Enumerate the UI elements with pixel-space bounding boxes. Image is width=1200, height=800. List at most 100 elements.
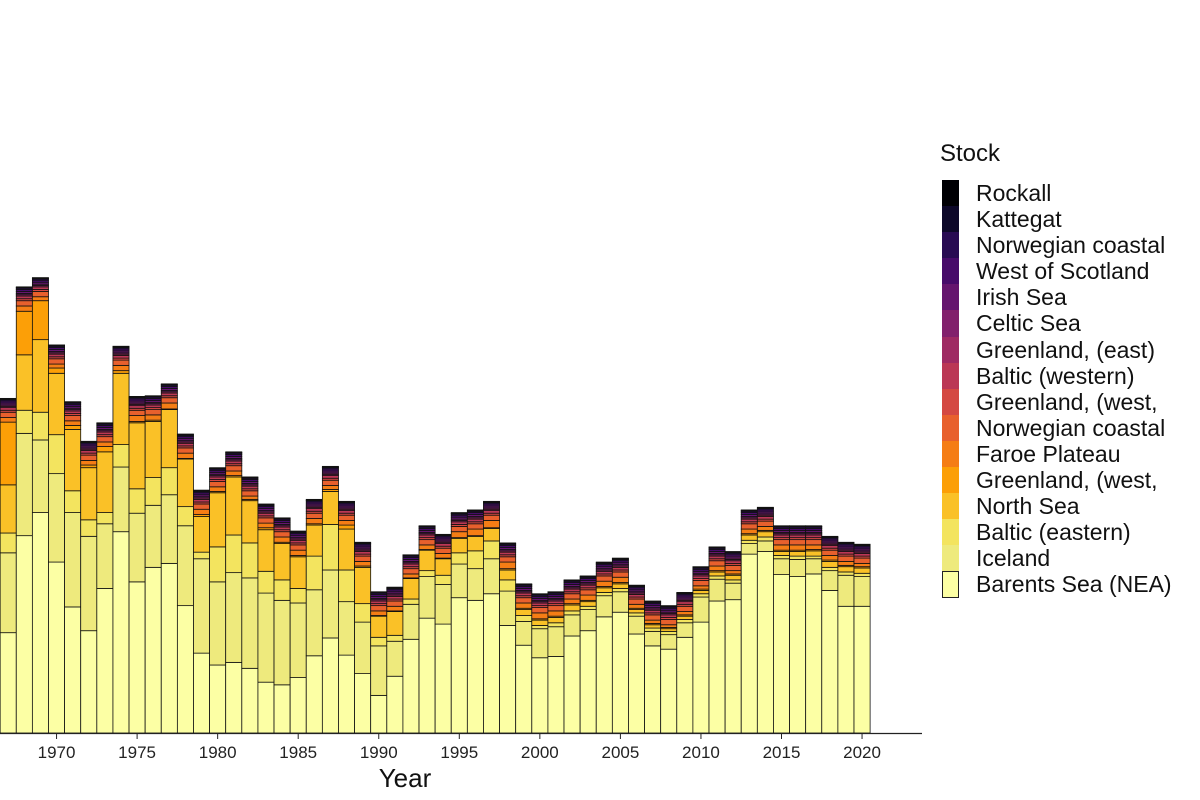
bar-segment	[756, 520, 774, 527]
legend-entry: Irish Sea	[940, 284, 1200, 311]
legend-swatch	[942, 206, 959, 233]
bar-segment	[595, 561, 613, 564]
bar-segment	[0, 632, 17, 734]
bar-segment	[0, 484, 17, 534]
bar-stack-1967	[0, 397, 17, 734]
bar-segment	[144, 504, 162, 568]
bar-segment	[821, 549, 839, 556]
bar-segment	[289, 530, 307, 533]
bar-stack-2003	[579, 575, 597, 734]
bar-segment	[225, 534, 243, 574]
bar-segment	[112, 444, 130, 468]
bar-segment	[499, 556, 517, 563]
bar-segment	[644, 600, 662, 603]
x-tick-label: 2015	[763, 743, 801, 762]
bar-stack-1988	[338, 500, 355, 734]
bar-segment	[611, 591, 629, 613]
bar-segment	[305, 518, 323, 525]
bar-segment	[386, 611, 404, 636]
bar-segment	[466, 599, 484, 734]
legend-label: Faroe Plateau	[976, 440, 1121, 467]
bar-segment	[354, 561, 372, 567]
bar-segment	[144, 421, 162, 478]
bar-segment	[370, 591, 388, 593]
bar-segment	[96, 446, 114, 453]
bar-segment	[547, 656, 565, 734]
bar-segment	[96, 523, 114, 589]
bar-segment	[370, 610, 388, 616]
bar-stack-2009	[676, 592, 694, 734]
bar-segment	[305, 589, 323, 657]
bar-segment	[644, 645, 662, 734]
bar-segment	[241, 490, 259, 497]
bar-segment	[160, 397, 178, 404]
bar-segment	[724, 564, 742, 572]
bar-segment	[257, 529, 275, 572]
bar-stack-1973	[96, 422, 114, 734]
bar-segment	[805, 550, 823, 557]
bar-stack-1968	[15, 286, 33, 734]
bar-segment	[773, 574, 790, 734]
bar-segment	[450, 531, 468, 539]
bar-segment	[289, 544, 307, 551]
bar-segment	[853, 576, 871, 607]
bar-segment	[386, 640, 404, 677]
bar-segment	[370, 645, 388, 696]
bar-segment	[80, 440, 98, 443]
bar-segment	[434, 533, 452, 536]
bar-stack-2000	[531, 593, 549, 734]
bar-segment	[31, 291, 49, 298]
legend-label: Barents Sea (NEA)	[976, 571, 1172, 598]
bar-segment	[402, 638, 420, 734]
bar-segment	[144, 477, 162, 506]
bar-stack-1992	[402, 554, 420, 734]
bar-segment	[193, 652, 210, 734]
bar-segment	[15, 354, 33, 411]
bar-stack-2001	[547, 591, 565, 734]
x-tick-label: 2005	[601, 743, 639, 762]
bar-segment	[805, 558, 823, 575]
bar-segment	[563, 593, 581, 600]
bar-segment	[418, 549, 436, 572]
bar-segment	[305, 655, 323, 734]
bar-segment	[386, 675, 404, 734]
bar-stack-1974	[112, 345, 130, 734]
bar-segment	[466, 523, 484, 530]
bar-segment	[0, 421, 17, 486]
legend-entry: West of Scotland	[940, 258, 1200, 285]
bar-stack-1984	[273, 517, 291, 734]
bar-segment	[338, 569, 355, 603]
bar-segment	[160, 402, 178, 410]
bar-segment	[64, 606, 82, 734]
bar-segment	[15, 310, 33, 356]
bar-segment	[628, 612, 645, 617]
bar-segment	[193, 503, 210, 510]
bar-segment	[724, 579, 742, 584]
x-tick-label: 1975	[118, 743, 156, 762]
bar-segment	[450, 526, 468, 533]
bar-segment	[434, 584, 452, 625]
bar-segment	[595, 616, 613, 734]
bar-segment	[0, 411, 17, 418]
bar-segment	[595, 587, 613, 593]
bar-stack-1989	[354, 541, 372, 734]
bar-segment	[225, 451, 243, 453]
bar-segment	[15, 305, 33, 312]
bar-segment	[515, 644, 533, 734]
legend-swatch	[942, 310, 959, 337]
bar-stack-1981	[225, 451, 243, 734]
bar-stack-1991	[386, 586, 404, 734]
bar-segment	[579, 605, 597, 610]
bar-segment	[547, 591, 565, 593]
bar-segment	[15, 286, 33, 288]
bar-segment	[547, 617, 565, 624]
bar-segment	[160, 467, 178, 496]
bar-segment	[466, 568, 484, 601]
bar-segment	[466, 550, 484, 570]
bar-segment	[193, 489, 210, 492]
bar-segment	[450, 512, 468, 514]
bar-segment	[418, 617, 436, 734]
bar-segment	[756, 526, 774, 531]
bar-segment	[128, 395, 146, 398]
legend-entry: Faroe Plateau	[940, 440, 1200, 468]
